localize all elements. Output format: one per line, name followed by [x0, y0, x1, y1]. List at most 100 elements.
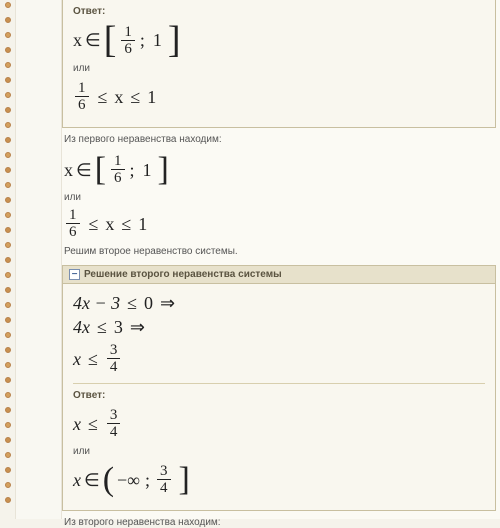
math-val: 3: [114, 318, 123, 336]
gutter: [15, 0, 62, 519]
math-in: ∈: [76, 161, 92, 179]
nav-dot[interactable]: [5, 317, 11, 323]
math-in: ∈: [85, 31, 101, 49]
fraction-den: 6: [111, 170, 125, 186]
nav-dot[interactable]: [5, 437, 11, 443]
nav-dot[interactable]: [5, 242, 11, 248]
arrow-icon: ⇒: [160, 294, 175, 312]
interval-expression: x ∈ [ 1 6 ; 1 ]: [73, 23, 485, 57]
nav-dot[interactable]: [5, 62, 11, 68]
interval-right: 1: [153, 31, 162, 49]
arrow-icon: ⇒: [130, 318, 145, 336]
inequality-expression: 1 6 ≤ x ≤ 1: [73, 80, 485, 113]
nav-dot[interactable]: [5, 332, 11, 338]
fraction: 1 6: [121, 24, 135, 57]
box-title: Решение второго неравенства системы: [84, 269, 282, 280]
nav-dot[interactable]: [5, 407, 11, 413]
nav-dot[interactable]: [5, 482, 11, 488]
math-val: 0: [144, 294, 153, 312]
fraction: 3 4: [107, 407, 121, 440]
nav-dot[interactable]: [5, 497, 11, 503]
nav-dot[interactable]: [5, 197, 11, 203]
nav-dot[interactable]: [5, 2, 11, 8]
bracket-left-icon: [: [95, 155, 106, 185]
fraction-den: 4: [107, 359, 121, 375]
fraction-den: 6: [121, 41, 135, 57]
nav-dot[interactable]: [5, 167, 11, 173]
nav-dot[interactable]: [5, 257, 11, 263]
interval-sep: ;: [130, 161, 135, 179]
nav-dot[interactable]: [5, 122, 11, 128]
le-icon: ≤: [121, 215, 131, 233]
narrative-text: Из первого неравенства находим:: [64, 134, 498, 145]
inequality-expression: 1 6 ≤ x ≤ 1: [64, 207, 498, 240]
nav-dot[interactable]: [5, 287, 11, 293]
fraction: 1 6: [66, 207, 80, 240]
fraction-num: 1: [121, 24, 135, 41]
fraction-den: 4: [107, 424, 121, 440]
fraction-den: 6: [66, 224, 80, 240]
nav-dot[interactable]: [5, 347, 11, 353]
nav-dot[interactable]: [5, 107, 11, 113]
fraction-num: 1: [66, 207, 80, 224]
nav-dot[interactable]: [5, 17, 11, 23]
nav-dot[interactable]: [5, 227, 11, 233]
math-var: x: [105, 215, 114, 233]
inequality-expression: x ≤ 3 4: [73, 407, 485, 440]
le-icon: ≤: [98, 88, 108, 106]
le-icon: ≤: [89, 215, 99, 233]
nav-dot-strip: [0, 0, 15, 519]
nav-dot[interactable]: [5, 137, 11, 143]
answer-label: Ответ:: [73, 6, 485, 17]
fraction-num: 3: [107, 342, 121, 359]
fraction-den: 4: [157, 480, 171, 496]
fraction-num: 3: [107, 407, 121, 424]
le-icon: ≤: [97, 318, 107, 336]
neg-inf: −∞: [117, 471, 140, 489]
bracket-left-icon: [: [104, 23, 117, 57]
step-line-3: x ≤ 3 4: [73, 342, 485, 375]
nav-dot[interactable]: [5, 467, 11, 473]
collapse-toggle-icon[interactable]: −: [69, 269, 80, 280]
nav-dot[interactable]: [5, 362, 11, 368]
step-line-2: 4x ≤ 3 ⇒: [73, 318, 485, 336]
le-icon: ≤: [127, 294, 137, 312]
nav-dot[interactable]: [5, 47, 11, 53]
nav-dot[interactable]: [5, 212, 11, 218]
math-val: 1: [138, 215, 147, 233]
math-expr: 4x: [73, 318, 90, 336]
interval-right: 1: [143, 161, 152, 179]
bracket-right-icon: ]: [158, 155, 169, 185]
fraction-num: 1: [75, 80, 89, 97]
nav-dot[interactable]: [5, 182, 11, 188]
nav-dot[interactable]: [5, 377, 11, 383]
math-var: x: [73, 471, 81, 489]
nav-dot[interactable]: [5, 392, 11, 398]
nav-dot[interactable]: [5, 77, 11, 83]
fraction: 1 6: [111, 153, 125, 186]
nav-dot[interactable]: [5, 452, 11, 458]
box-header: − Решение второго неравенства системы: [63, 266, 495, 284]
or-text: или: [73, 446, 485, 457]
step-line-1: 4x − 3 ≤ 0 ⇒: [73, 294, 485, 312]
math-in: ∈: [84, 471, 100, 489]
math-var: x: [114, 88, 123, 106]
nav-dot[interactable]: [5, 272, 11, 278]
fraction-num: 3: [157, 463, 171, 480]
math-var: x: [73, 415, 81, 433]
divider: [73, 383, 485, 384]
nav-dot[interactable]: [5, 92, 11, 98]
math-val: 1: [147, 88, 156, 106]
solution-box-first: Ответ: x ∈ [ 1 6 ; 1 ] или 1 6 ≤: [62, 0, 496, 128]
fraction-num: 1: [111, 153, 125, 170]
nav-dot[interactable]: [5, 32, 11, 38]
bracket-right-icon: ]: [168, 23, 181, 57]
nav-dot[interactable]: [5, 302, 11, 308]
interval-expression: x ∈ ( −∞ ; 3 4 ]: [73, 463, 485, 496]
le-icon: ≤: [130, 88, 140, 106]
fraction-den: 6: [75, 97, 89, 113]
nav-dot[interactable]: [5, 152, 11, 158]
or-text: или: [73, 63, 485, 74]
fraction: 3 4: [107, 342, 121, 375]
nav-dot[interactable]: [5, 422, 11, 428]
